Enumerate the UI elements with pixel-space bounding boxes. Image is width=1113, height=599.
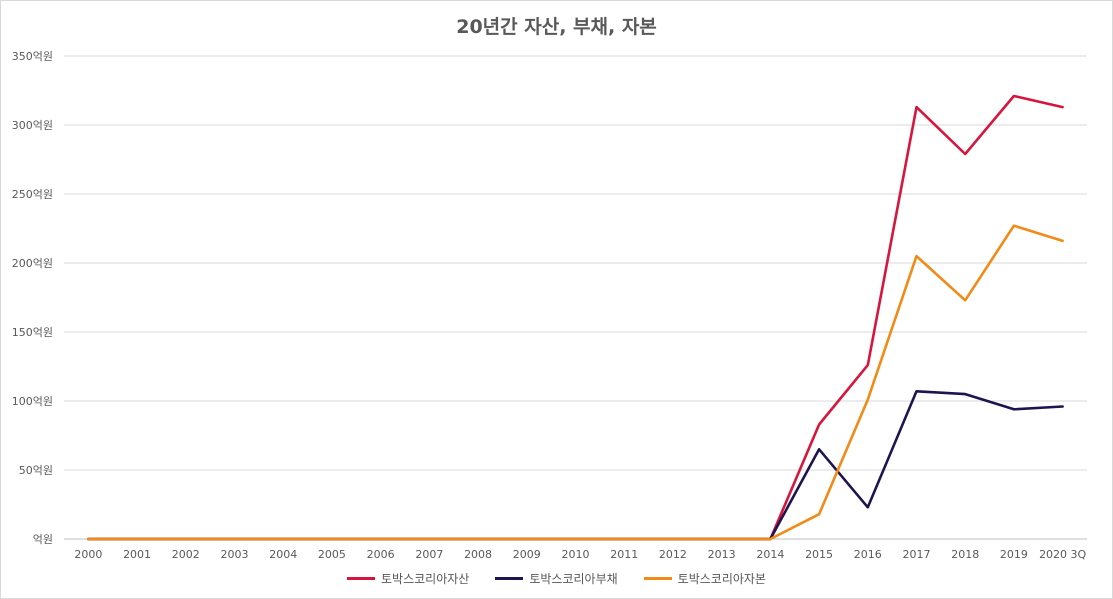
x-tick-label: 2009 <box>513 548 541 561</box>
x-tick-label: 2003 <box>221 548 249 561</box>
series-line <box>87 224 1064 541</box>
y-tick-label: 50억원 <box>19 464 53 477</box>
series-line <box>87 389 1064 541</box>
x-tick-label: 2007 <box>415 548 443 561</box>
x-tick-label: 2015 <box>805 548 833 561</box>
x-tick-label: 2000 <box>74 548 102 561</box>
x-tick-label: 2020 3Q <box>1039 548 1086 561</box>
x-tick-label: 2011 <box>610 548 638 561</box>
series-line <box>87 94 1064 541</box>
legend-label: 토박스코리아부채 <box>529 572 618 586</box>
x-tick-label: 2008 <box>464 548 492 561</box>
legend-item: 토박스코리아자산 <box>347 570 469 587</box>
x-tick-label: 2005 <box>318 548 346 561</box>
x-tick-label: 2006 <box>367 548 395 561</box>
y-tick-label: 150억원 <box>12 326 53 339</box>
y-tick-label: 300억원 <box>12 119 53 132</box>
legend-swatch <box>643 577 672 580</box>
x-tick-label: 2014 <box>756 548 784 561</box>
chart-title: 20년간 자산, 부채, 자본 <box>456 16 657 38</box>
y-tick-label: 350억원 <box>12 50 53 63</box>
x-tick-label: 2002 <box>172 548 200 561</box>
legend-label: 토박스코리아자산 <box>381 572 470 586</box>
x-tick-label: 2018 <box>951 548 979 561</box>
legend-item: 토박스코리아부채 <box>495 570 618 587</box>
legend-swatch <box>495 577 524 580</box>
x-tick-label: 2010 <box>562 548 590 561</box>
legend-item: 토박스코리아자본 <box>643 570 766 587</box>
x-tick-label: 2012 <box>659 548 687 561</box>
y-tick-label: 100억원 <box>12 395 53 408</box>
legend-swatch <box>347 577 375 580</box>
chart-legend: 토박스코리아자산 토박스코리아부채 토박스코리아자본 <box>0 570 1113 587</box>
y-tick-label: 200억원 <box>12 257 53 270</box>
x-tick-label: 2001 <box>123 548 151 561</box>
legend-label: 토박스코리아자본 <box>677 572 766 586</box>
x-tick-label: 2004 <box>269 548 297 561</box>
x-tick-label: 2019 <box>1000 548 1028 561</box>
x-tick-label: 2017 <box>903 548 931 561</box>
y-tick-label: 억원 <box>33 533 53 546</box>
x-tick-label: 2013 <box>708 548 736 561</box>
x-tick-label: 2016 <box>854 548 882 561</box>
y-tick-label: 250억원 <box>12 188 53 201</box>
